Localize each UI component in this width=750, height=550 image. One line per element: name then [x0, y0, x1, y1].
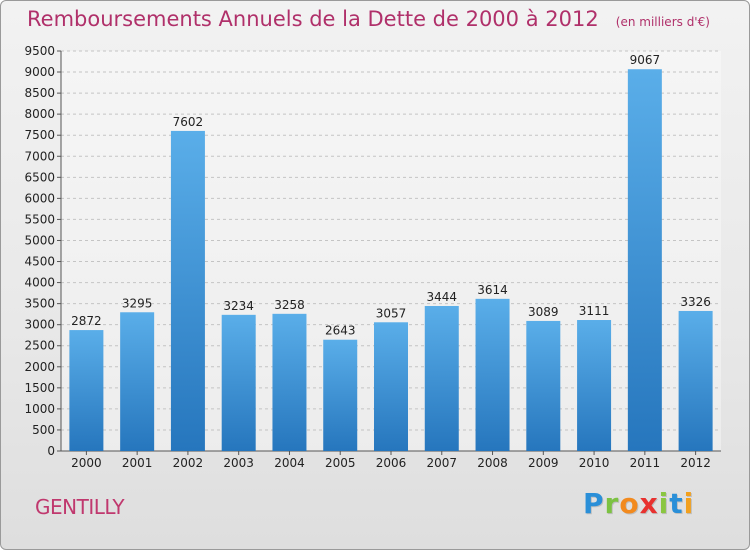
bar — [475, 298, 510, 451]
y-tick-label: 2000 — [24, 360, 55, 374]
y-tick-label: 4500 — [24, 255, 55, 269]
bar-value-label: 3057 — [376, 306, 407, 320]
y-tick-label: 6000 — [24, 191, 55, 205]
bar-value-label: 9067 — [630, 53, 661, 67]
x-tick-label: 2010 — [579, 456, 610, 470]
bar-value-label: 3089 — [528, 305, 559, 319]
y-tick-label: 8000 — [24, 107, 55, 121]
bar-value-label: 3326 — [680, 295, 711, 309]
y-tick-label: 1000 — [24, 402, 55, 416]
bar-value-label: 3295 — [122, 296, 153, 310]
y-tick-label: 8500 — [24, 86, 55, 100]
x-tick-label: 2007 — [426, 456, 457, 470]
bar-value-label: 3111 — [579, 304, 610, 318]
y-tick-label: 1500 — [24, 381, 55, 395]
bar — [272, 313, 307, 451]
bar-value-label: 2872 — [71, 314, 102, 328]
x-tick-label: 2006 — [376, 456, 407, 470]
bar-value-label: 7602 — [173, 115, 204, 129]
x-tick-label: 2000 — [71, 456, 102, 470]
bar — [627, 69, 662, 452]
commune-name: GENTILLY — [35, 495, 125, 519]
y-tick-label: 5000 — [24, 233, 55, 247]
bar — [577, 320, 612, 451]
chart-title: Remboursements Annuels de la Dette de 20… — [27, 7, 710, 31]
chart-title-unit: (en milliers d'€) — [615, 15, 710, 29]
y-tick-label: 3000 — [24, 318, 55, 332]
x-tick-label: 2004 — [274, 456, 305, 470]
bar-value-label: 3258 — [274, 298, 305, 312]
bar — [69, 330, 104, 451]
bar — [120, 312, 155, 451]
x-tick-label: 2011 — [630, 456, 661, 470]
x-tick-label: 2008 — [477, 456, 508, 470]
bar — [678, 310, 713, 451]
y-tick-label: 7500 — [24, 128, 55, 142]
proxiti-logo: Proxiti — [583, 487, 695, 520]
bar — [323, 339, 358, 451]
y-tick-label: 6500 — [24, 170, 55, 184]
y-tick-label: 9000 — [24, 65, 55, 79]
y-tick-label: 2500 — [24, 339, 55, 353]
bar — [170, 130, 205, 452]
chart-title-main: Remboursements Annuels de la Dette de 20… — [27, 7, 599, 31]
x-tick-label: 2002 — [173, 456, 204, 470]
y-tick-label: 4000 — [24, 276, 55, 290]
x-tick-label: 2005 — [325, 456, 356, 470]
bar — [221, 314, 256, 451]
x-tick-label: 2009 — [528, 456, 559, 470]
bar-value-label: 3444 — [426, 290, 457, 304]
x-tick-label: 2003 — [223, 456, 254, 470]
y-tick-label: 0 — [47, 444, 55, 458]
y-tick-label: 500 — [32, 423, 55, 437]
y-tick-label: 9500 — [24, 44, 55, 58]
bar-value-label: 3234 — [223, 299, 254, 313]
bar — [374, 322, 408, 451]
y-tick-label: 3500 — [24, 297, 55, 311]
bar — [424, 305, 459, 451]
x-tick-label: 2012 — [680, 456, 711, 470]
y-tick-label: 5500 — [24, 212, 55, 226]
y-tick-label: 7000 — [24, 149, 55, 163]
bar-value-label: 3614 — [477, 283, 508, 297]
bar — [526, 320, 561, 451]
x-tick-label: 2001 — [122, 456, 153, 470]
bar-value-label: 2643 — [325, 324, 356, 338]
